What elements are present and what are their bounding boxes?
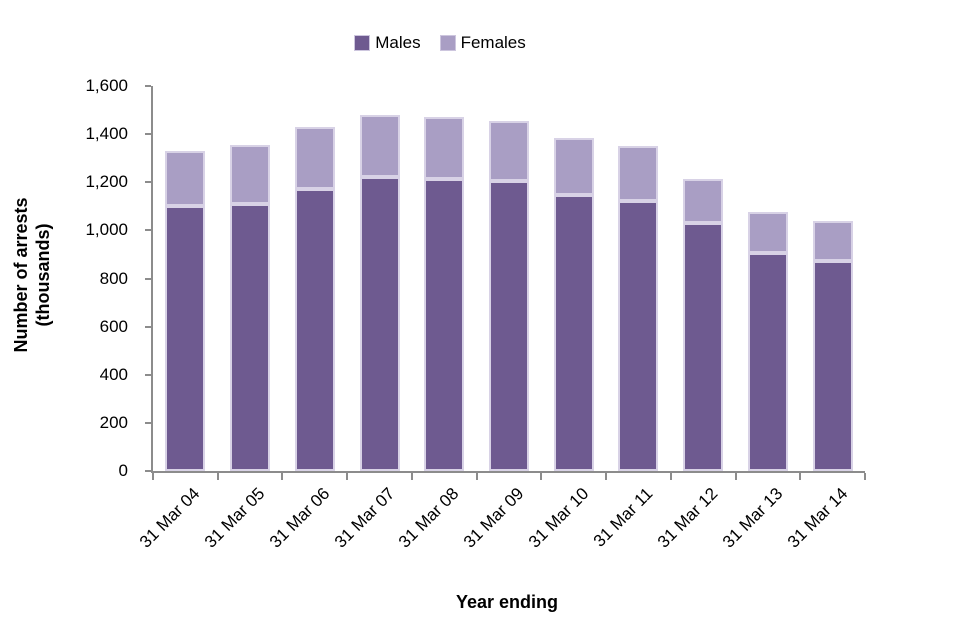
y-axis-tick xyxy=(145,421,151,424)
bar-males-31-mar-09[interactable] xyxy=(489,181,529,471)
legend-item-males[interactable]: Males xyxy=(354,33,421,53)
bar-males-31-mar-11[interactable] xyxy=(618,200,659,471)
bar-females-31-mar-05[interactable] xyxy=(230,145,271,204)
bar-males-31-mar-06[interactable] xyxy=(294,188,335,471)
y-tick-label: 1,000 xyxy=(85,220,128,240)
bar-males-31-mar-08[interactable] xyxy=(424,179,465,471)
x-axis-tick xyxy=(281,473,284,480)
bar-females-31-mar-11[interactable] xyxy=(618,145,659,201)
legend-label-females: Females xyxy=(460,33,526,52)
females-swatch-icon xyxy=(439,35,456,51)
legend-item-females[interactable]: Females xyxy=(439,33,526,53)
y-tick-label: 0 xyxy=(118,461,128,480)
y-tick-label: 1,200 xyxy=(85,172,128,192)
x-axis-tick xyxy=(475,473,478,480)
legend-label-males: Males xyxy=(375,33,421,52)
y-axis-tick xyxy=(145,277,151,280)
bar-males-31-mar-10[interactable] xyxy=(553,194,594,471)
y-tick-label: 1,600 xyxy=(85,76,128,95)
bar-males-31-mar-13[interactable] xyxy=(747,252,788,471)
x-axis-tick xyxy=(734,473,737,480)
y-axis-tick xyxy=(145,85,151,87)
y-axis-tick xyxy=(145,470,151,472)
bar-males-31-mar-05[interactable] xyxy=(230,203,271,471)
x-axis-tick xyxy=(864,473,866,480)
y-axis-tick xyxy=(145,133,151,136)
x-axis-title: Year ending xyxy=(455,592,559,612)
bar-males-31-mar-07[interactable] xyxy=(359,177,400,471)
bar-females-31-mar-14[interactable] xyxy=(812,221,853,262)
bar-males-31-mar-14[interactable] xyxy=(812,261,853,471)
bar-females-31-mar-06[interactable] xyxy=(294,126,335,189)
x-axis-tick xyxy=(669,473,672,480)
bar-males-31-mar-04[interactable] xyxy=(165,205,206,471)
x-axis-tick xyxy=(799,473,802,480)
bar-females-31-mar-09[interactable] xyxy=(489,120,529,182)
bar-females-31-mar-07[interactable] xyxy=(359,114,400,178)
x-axis-tick xyxy=(540,473,543,480)
y-axis-tick xyxy=(145,181,151,184)
y-axis-tick xyxy=(145,229,151,232)
bar-females-31-mar-04[interactable] xyxy=(165,150,206,206)
x-axis-tick xyxy=(152,473,154,480)
bar-males-31-mar-12[interactable] xyxy=(683,222,724,471)
x-axis-tick xyxy=(605,473,608,480)
y-axis-tick xyxy=(145,373,151,376)
legend: Males Females xyxy=(0,33,880,53)
y-tick-label: 800 xyxy=(99,268,128,288)
bar-females-31-mar-08[interactable] xyxy=(424,116,465,180)
y-tick-label: 1,400 xyxy=(85,124,128,144)
plot-area xyxy=(145,85,866,480)
y-axis-tick xyxy=(145,325,151,328)
bar-females-31-mar-10[interactable] xyxy=(553,138,594,195)
bar-females-31-mar-13[interactable] xyxy=(747,212,788,253)
y-tick-label: 400 xyxy=(99,364,128,384)
x-axis-tick xyxy=(410,473,413,480)
x-axis-tick xyxy=(216,473,219,480)
x-axis-labels: 31 Mar 04 31 Mar 05 31 Mar 06 31 Mar 07 31 M… xyxy=(136,480,863,590)
x-axis-tick xyxy=(346,473,349,480)
y-tick-label: 600 xyxy=(99,316,128,336)
bar-females-31-mar-12[interactable] xyxy=(683,178,724,223)
y-tick-label: 200 xyxy=(99,412,128,432)
males-swatch-icon xyxy=(354,35,371,51)
